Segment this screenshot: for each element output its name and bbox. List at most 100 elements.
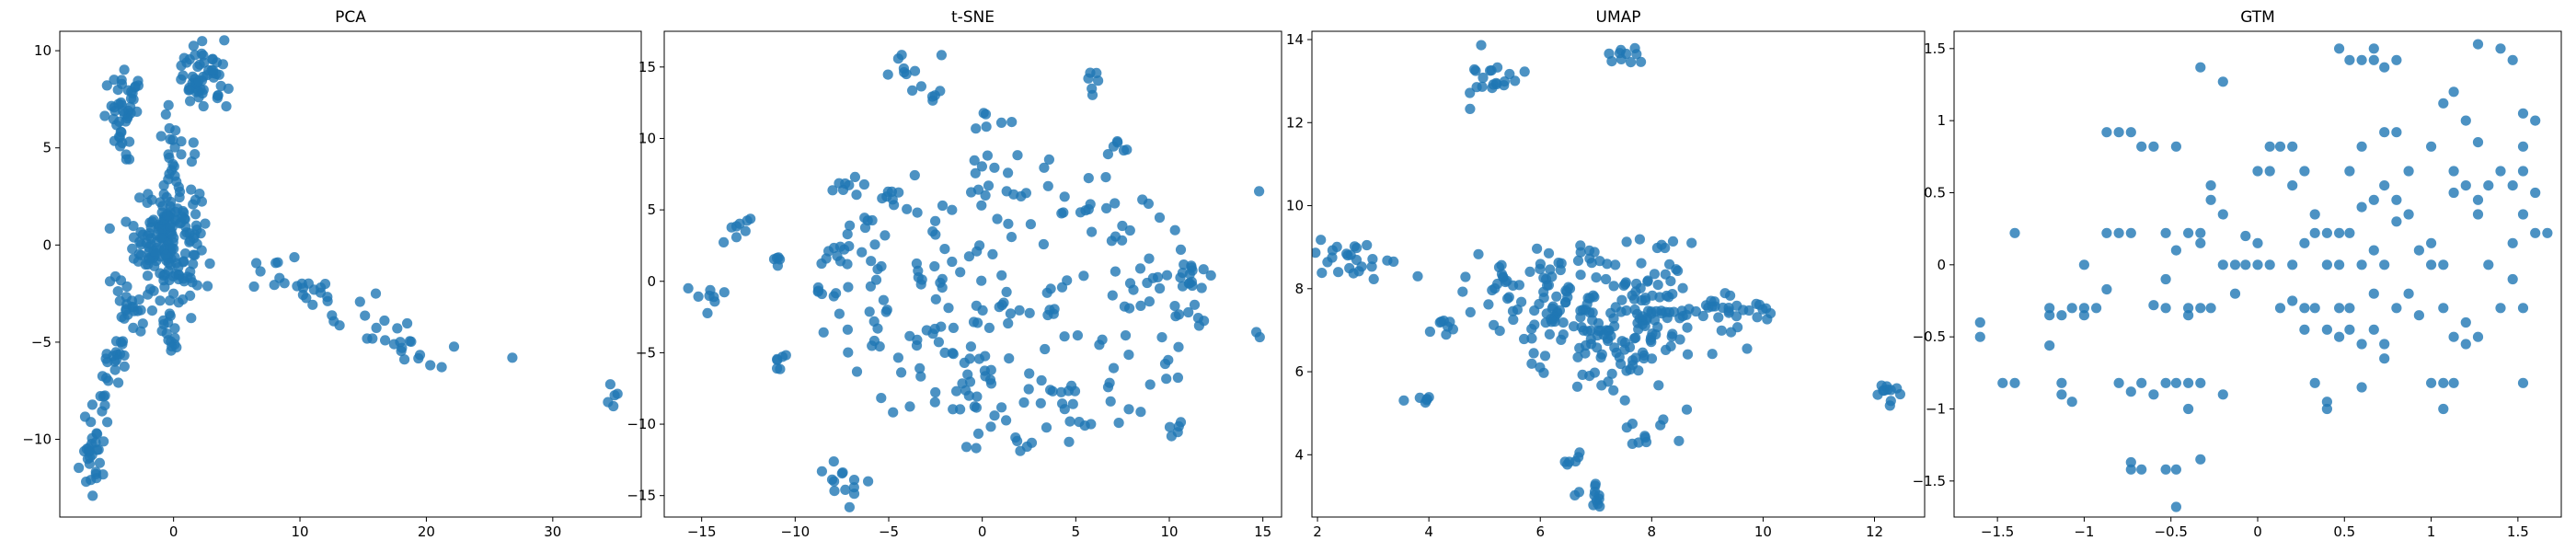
data-point <box>1087 89 1098 100</box>
data-point <box>877 193 888 204</box>
data-point <box>878 294 890 305</box>
x-tick-label: −1 <box>2074 523 2094 540</box>
data-point <box>2183 377 2194 388</box>
data-point <box>135 249 146 260</box>
data-point <box>406 336 417 347</box>
data-point <box>116 78 128 89</box>
data-point <box>857 247 868 258</box>
data-point <box>1651 242 1662 254</box>
data-point <box>1166 431 1177 442</box>
data-point <box>937 273 948 284</box>
data-point <box>812 282 824 293</box>
data-point <box>1631 49 1642 60</box>
x-tick-label: 8 <box>1648 523 1657 540</box>
data-point <box>177 211 188 223</box>
data-point <box>1344 262 1355 274</box>
data-point <box>930 386 941 398</box>
data-point <box>892 53 904 64</box>
data-point <box>2379 127 2390 138</box>
data-point <box>2403 209 2414 220</box>
data-point <box>1441 329 1452 340</box>
data-point <box>1686 237 1697 248</box>
data-point <box>146 194 157 205</box>
data-point <box>2148 389 2159 400</box>
data-point <box>1674 334 1685 345</box>
data-point <box>1123 404 1134 415</box>
data-point <box>1025 219 1036 230</box>
data-point <box>1608 385 1619 396</box>
data-point <box>1636 258 1647 269</box>
data-point <box>2009 377 2020 388</box>
data-point <box>963 390 974 401</box>
data-point <box>947 256 958 268</box>
data-point <box>164 122 175 134</box>
data-point <box>2195 454 2206 465</box>
subplot-title: UMAP <box>1596 8 1641 27</box>
data-point <box>995 117 1007 128</box>
data-point <box>2066 303 2077 314</box>
data-point <box>2472 209 2484 220</box>
data-point <box>112 286 123 297</box>
data-point <box>719 287 730 298</box>
data-point <box>379 315 390 327</box>
y-tick-label: 12 <box>1286 114 1304 131</box>
data-point <box>1469 63 1480 75</box>
data-point <box>184 82 195 93</box>
data-point <box>1035 397 1046 408</box>
data-point <box>829 486 840 497</box>
data-point <box>212 93 223 104</box>
data-point <box>2368 43 2379 54</box>
data-point <box>951 385 962 397</box>
data-point <box>1205 270 1216 281</box>
data-point <box>185 266 196 277</box>
data-point <box>874 341 885 352</box>
data-point <box>1492 278 1503 290</box>
data-point <box>1516 296 1527 307</box>
data-point <box>1424 326 1435 338</box>
data-point <box>2148 300 2159 311</box>
data-point <box>969 401 980 412</box>
data-point <box>772 362 783 374</box>
data-point <box>2125 464 2136 475</box>
data-point <box>1006 232 1018 243</box>
data-point <box>2379 62 2390 73</box>
data-point <box>1434 316 1445 328</box>
data-point <box>2530 227 2541 238</box>
data-point <box>1590 478 1601 489</box>
data-point <box>2413 310 2424 321</box>
data-point <box>1653 380 1664 391</box>
data-point <box>307 299 318 310</box>
data-point <box>2542 227 2553 238</box>
data-point <box>137 318 148 329</box>
data-point <box>1601 273 1612 285</box>
data-point <box>1542 280 1553 291</box>
data-point <box>2530 187 2541 199</box>
data-point <box>2078 310 2089 321</box>
data-point <box>2530 115 2541 126</box>
data-point <box>827 185 838 196</box>
data-point <box>1056 208 1067 219</box>
scatter-points <box>1974 39 2553 512</box>
data-point <box>2460 316 2471 328</box>
data-point <box>930 293 941 305</box>
data-point <box>882 69 893 80</box>
data-point <box>402 317 413 329</box>
data-point <box>1646 353 1658 364</box>
data-point <box>1610 302 1621 313</box>
data-point <box>2321 403 2332 415</box>
data-point <box>1545 264 1556 275</box>
data-point <box>1660 242 1671 254</box>
data-point <box>1254 331 1265 343</box>
data-point <box>2113 127 2124 138</box>
data-point <box>169 323 180 334</box>
data-point <box>899 67 910 78</box>
data-point <box>1072 330 1083 341</box>
data-point <box>1555 264 1566 276</box>
data-point <box>1169 224 1180 236</box>
data-point <box>2195 227 2206 238</box>
data-point <box>1104 377 1115 388</box>
data-point <box>163 174 174 185</box>
data-point <box>1189 299 1201 310</box>
data-point <box>1087 226 1098 237</box>
data-point <box>2495 303 2506 314</box>
